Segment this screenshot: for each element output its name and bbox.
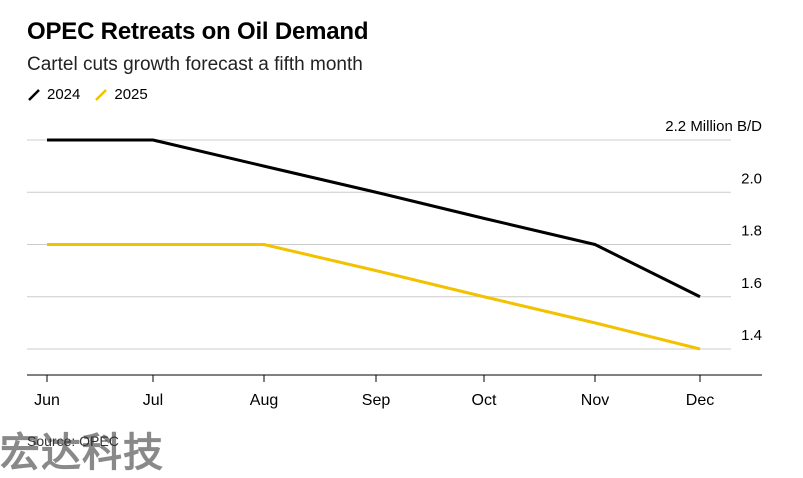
x-tick-label: Dec xyxy=(686,392,714,409)
legend-swatch-2024 xyxy=(28,88,40,101)
legend: 2024 2025 xyxy=(27,86,162,103)
y-tick-label: 1.4 xyxy=(741,327,762,344)
legend-item-2024: 2024 xyxy=(27,86,80,103)
x-tick-label: Aug xyxy=(250,392,278,409)
x-tick-label: Jun xyxy=(34,392,60,409)
legend-label-2025: 2025 xyxy=(114,86,148,103)
legend-item-2025: 2025 xyxy=(94,86,148,103)
chart-title: OPEC Retreats on Oil Demand xyxy=(27,18,369,45)
watermark: 宏达科技 xyxy=(0,430,164,476)
x-tick-label: Oct xyxy=(472,392,497,409)
x-tick-label: Jul xyxy=(143,392,163,409)
legend-label-2024: 2024 xyxy=(47,86,81,103)
y-tick-label: 2.2 Million B/D xyxy=(665,118,762,135)
y-tick-label: 2.0 xyxy=(741,170,762,187)
chart-subtitle: Cartel cuts growth forecast a fifth mont… xyxy=(27,54,363,75)
legend-swatch-2025 xyxy=(95,88,108,101)
source-note: Source: OPEC xyxy=(27,433,119,449)
series-line-2025 xyxy=(47,243,701,351)
series-line-2024 xyxy=(47,138,701,299)
line-chart: 1.4 1.6 1.8 2.0 2.2 Million B/D Jun Jul Aug Sep O… xyxy=(27,118,762,409)
y-tick-label: 1.6 xyxy=(741,275,762,292)
y-tick-label: 1.8 xyxy=(741,223,762,240)
x-tick-label: Sep xyxy=(362,392,391,409)
x-tick-label: Nov xyxy=(581,392,609,409)
